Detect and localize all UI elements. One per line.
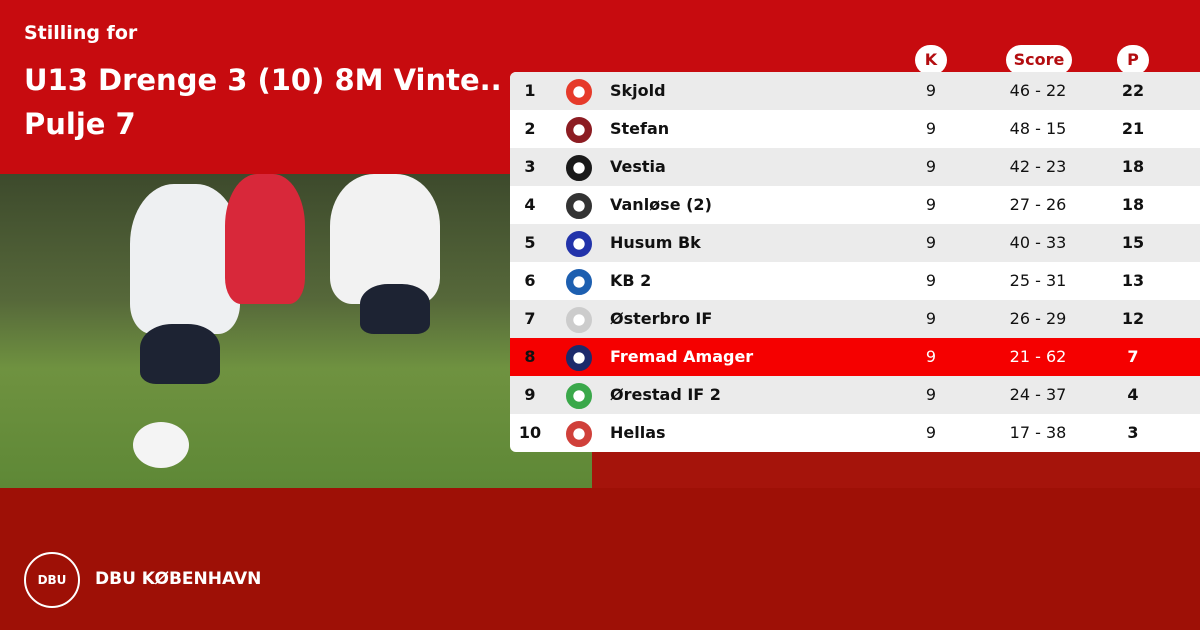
- team-name: Fremad Amager: [610, 347, 754, 366]
- team-logo-icon: [566, 269, 592, 295]
- team-name: Husum Bk: [610, 233, 701, 252]
- rank-cell: 10: [518, 423, 542, 442]
- table-row[interactable]: 5 Husum Bk 9 40 - 33 15: [510, 224, 1200, 262]
- matches-played: 9: [925, 157, 937, 176]
- column-header-score: Score: [1006, 45, 1072, 75]
- rank-cell: 3: [524, 157, 536, 176]
- brand-name: DBU KØBENHAVN: [95, 569, 262, 589]
- page-title: U13 Drenge 3 (10) 8M Vinte.. Pulje 7: [24, 58, 502, 146]
- table-row[interactable]: 10 Hellas 9 17 - 38 3: [510, 414, 1200, 452]
- points-cell: 12: [1121, 309, 1145, 328]
- table-row[interactable]: 2 Stefan 9 48 - 15 21: [510, 110, 1200, 148]
- points-cell: 4: [1127, 385, 1139, 404]
- rank-cell: 9: [524, 385, 536, 404]
- score-cell: 27 - 26: [1009, 195, 1067, 214]
- team-name: Ørestad IF 2: [610, 385, 721, 404]
- matches-played: 9: [925, 81, 937, 100]
- table-row[interactable]: 4 Vanløse (2) 9 27 - 26 18: [510, 186, 1200, 224]
- matches-played: 9: [925, 347, 937, 366]
- table-row[interactable]: 3 Vestia 9 42 - 23 18: [510, 148, 1200, 186]
- team-logo-icon: [566, 79, 592, 105]
- points-cell: 18: [1121, 195, 1145, 214]
- team-logo-icon: [566, 307, 592, 333]
- team-name: Østerbro IF: [610, 309, 713, 328]
- matches-played: 9: [925, 233, 937, 252]
- team-name: Stefan: [610, 119, 670, 138]
- points-cell: 7: [1127, 347, 1139, 366]
- rank-cell: 4: [524, 195, 536, 214]
- team-name: Hellas: [610, 423, 666, 442]
- score-cell: 46 - 22: [1009, 81, 1067, 100]
- dbu-logo: DBU: [24, 552, 80, 608]
- standings-table: 1 Skjold 9 46 - 22 22 2 Stefan 9 48 - 15 21 3 Vesti…: [510, 72, 1200, 452]
- team-logo-icon: [566, 193, 592, 219]
- score-cell: 48 - 15: [1009, 119, 1067, 138]
- column-header-p: P: [1117, 45, 1149, 75]
- rank-cell: 5: [524, 233, 536, 252]
- points-cell: 22: [1121, 81, 1145, 100]
- points-cell: 18: [1121, 157, 1145, 176]
- team-name: Vanløse (2): [610, 195, 712, 214]
- table-row[interactable]: 1 Skjold 9 46 - 22 22: [510, 72, 1200, 110]
- matches-played: 9: [925, 119, 937, 138]
- score-cell: 40 - 33: [1009, 233, 1067, 252]
- rank-cell: 8: [524, 347, 536, 366]
- column-header-k: K: [915, 45, 947, 75]
- team-logo-icon: [566, 117, 592, 143]
- matches-played: 9: [925, 271, 937, 290]
- rank-cell: 1: [524, 81, 536, 100]
- rank-cell: 2: [524, 119, 536, 138]
- score-cell: 17 - 38: [1009, 423, 1067, 442]
- title-line-1: U13 Drenge 3 (10) 8M Vinte..: [24, 63, 502, 97]
- score-cell: 25 - 31: [1009, 271, 1067, 290]
- rank-cell: 7: [524, 309, 536, 328]
- team-logo-icon: [566, 155, 592, 181]
- matches-played: 9: [925, 195, 937, 214]
- points-cell: 15: [1121, 233, 1145, 252]
- matches-played: 9: [925, 423, 937, 442]
- score-cell: 42 - 23: [1009, 157, 1067, 176]
- team-name: Skjold: [610, 81, 666, 100]
- table-row[interactable]: 7 Østerbro IF 9 26 - 29 12: [510, 300, 1200, 338]
- points-cell: 3: [1127, 423, 1139, 442]
- matches-played: 9: [925, 309, 937, 328]
- team-logo-icon: [566, 383, 592, 409]
- rank-cell: 6: [524, 271, 536, 290]
- team-logo-icon: [566, 345, 592, 371]
- score-cell: 26 - 29: [1009, 309, 1067, 328]
- subtitle: Stilling for: [24, 22, 138, 44]
- points-cell: 21: [1121, 119, 1145, 138]
- matches-played: 9: [925, 385, 937, 404]
- table-row[interactable]: 9 Ørestad IF 2 9 24 - 37 4: [510, 376, 1200, 414]
- points-cell: 13: [1121, 271, 1145, 290]
- score-cell: 21 - 62: [1009, 347, 1067, 366]
- score-cell: 24 - 37: [1009, 385, 1067, 404]
- title-line-2: Pulje 7: [24, 107, 136, 141]
- hero-photo: [0, 174, 592, 488]
- team-name: Vestia: [610, 157, 666, 176]
- team-logo-icon: [566, 231, 592, 257]
- table-row[interactable]: 8 Fremad Amager 9 21 - 62 7: [510, 338, 1200, 376]
- team-logo-icon: [566, 421, 592, 447]
- table-row[interactable]: 6 KB 2 9 25 - 31 13: [510, 262, 1200, 300]
- team-name: KB 2: [610, 271, 652, 290]
